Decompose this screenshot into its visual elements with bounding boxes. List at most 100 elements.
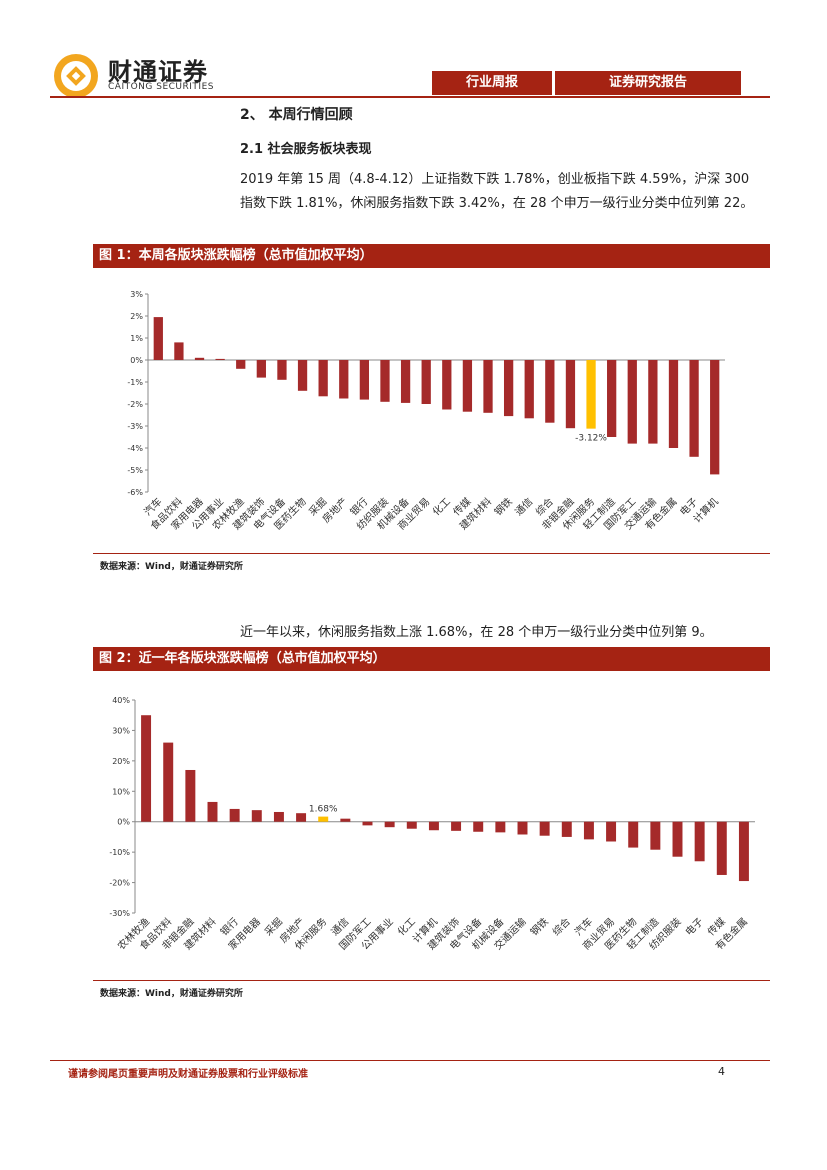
bar <box>185 769 196 822</box>
footer-divider <box>50 1060 770 1061</box>
x-category-label: 通信 <box>513 496 536 519</box>
bar <box>561 821 572 837</box>
bar <box>207 801 218 822</box>
bar <box>359 360 370 400</box>
y-tick-label: 10% <box>112 787 130 796</box>
bar <box>406 821 417 829</box>
bar <box>297 360 308 391</box>
y-tick-label: 20% <box>112 757 130 766</box>
bar <box>318 360 328 397</box>
logo-en-text: CAITONG SECURITIES <box>108 82 214 92</box>
report-category-tag: 证券研究报告 <box>555 71 741 95</box>
bar <box>517 821 528 835</box>
y-tick-label: -30% <box>109 909 130 918</box>
x-category-label: 钢铁 <box>491 495 514 518</box>
bar <box>710 360 720 475</box>
bar <box>648 360 658 444</box>
bar <box>451 821 462 831</box>
bar <box>384 821 395 828</box>
bar <box>607 360 617 437</box>
bar <box>296 813 307 822</box>
bar <box>628 821 639 848</box>
y-tick-label: -1% <box>127 378 143 387</box>
bar <box>141 715 152 822</box>
y-tick-label: -20% <box>109 879 130 888</box>
bar <box>583 821 594 840</box>
figure1-divider <box>93 553 770 554</box>
y-tick-label: 30% <box>112 726 130 735</box>
bar <box>539 821 550 836</box>
bar <box>163 742 174 822</box>
bar <box>256 360 266 378</box>
paragraph-yearly: 近一年以来，休闲服务指数上涨 1.68%，在 28 个申万一级行业分类中位列第 … <box>240 625 713 640</box>
logo-cn-text: 财通证券 <box>108 58 208 86</box>
bar <box>462 360 473 412</box>
bar <box>421 360 431 404</box>
subsection-title: 2.1 社会服务板块表现 <box>240 142 372 157</box>
caitong-logo-icon <box>54 54 98 98</box>
x-category-label: 化工 <box>430 495 453 518</box>
bar <box>273 811 284 822</box>
highlight-data-label: 1.68% <box>309 805 338 815</box>
bar <box>229 808 240 822</box>
bar <box>606 821 617 842</box>
figure2-title: 图 2：近一年各版块涨跌幅榜（总市值加权平均） <box>93 647 770 671</box>
x-category-label: 综合 <box>550 915 573 938</box>
bar <box>483 360 493 413</box>
bar <box>339 360 349 399</box>
bar <box>428 821 439 831</box>
y-tick-label: -10% <box>109 848 130 857</box>
y-tick-label: -4% <box>127 444 143 453</box>
bar <box>153 317 163 360</box>
bar <box>442 360 452 410</box>
figure2-divider <box>93 980 770 981</box>
bar <box>340 818 351 822</box>
bar <box>495 821 506 833</box>
bar <box>716 821 727 875</box>
figure2-chart: 40%30%20%10%0%-10%-20%-30%农林牧渔食品饮料非银金融建筑… <box>109 696 755 952</box>
page-number: 4 <box>718 1065 725 1078</box>
bar <box>672 821 683 857</box>
bar <box>565 360 576 429</box>
figure1-chart: 3%2%1%0%-1%-2%-3%-4%-5%-6%汽车食品饮料家用电器公用事业… <box>127 290 725 532</box>
header-tags: 行业周报 证券研究报告 <box>432 71 741 95</box>
y-tick-label: -3% <box>127 422 143 431</box>
bar <box>650 821 661 850</box>
bar <box>473 821 484 832</box>
y-tick-label: 1% <box>130 334 143 343</box>
y-tick-label: 3% <box>130 290 143 299</box>
y-tick-label: 2% <box>130 312 143 321</box>
bar <box>236 360 246 369</box>
bar <box>545 360 555 423</box>
bar <box>668 360 679 448</box>
bar <box>174 342 184 360</box>
figure2-source: 数据来源：Wind，财通证券研究所 <box>100 989 243 999</box>
bar <box>251 810 262 822</box>
section-title: 2、 本周行情回顾 <box>240 107 353 123</box>
bar <box>689 360 699 457</box>
bar <box>277 360 287 380</box>
bar <box>627 360 637 444</box>
bar <box>400 360 411 403</box>
report-type-tag: 行业周报 <box>432 71 552 95</box>
footer-disclaimer: 谨请参阅尾页重要声明及财通证券股票和行业评级标准 <box>68 1069 308 1080</box>
x-category-label: 钢铁 <box>527 915 550 938</box>
y-tick-label: 0% <box>117 818 130 827</box>
bar <box>215 358 225 360</box>
bar <box>586 360 596 429</box>
header-divider <box>50 96 770 98</box>
y-tick-label: 0% <box>130 356 143 365</box>
company-logo: 财通证券 CAITONG SECURITIES <box>50 50 230 102</box>
x-category-label: 电子 <box>682 915 705 938</box>
bar <box>318 816 329 822</box>
bar <box>738 821 749 882</box>
bar <box>524 360 534 419</box>
y-tick-label: -5% <box>127 466 143 475</box>
figure1-source: 数据来源：Wind，财通证券研究所 <box>100 562 243 572</box>
bar <box>194 357 205 360</box>
highlight-data-label: -3.12% <box>575 434 607 444</box>
bar <box>380 360 390 402</box>
bar <box>694 821 705 862</box>
y-tick-label: -6% <box>127 488 143 497</box>
bar <box>362 821 373 826</box>
